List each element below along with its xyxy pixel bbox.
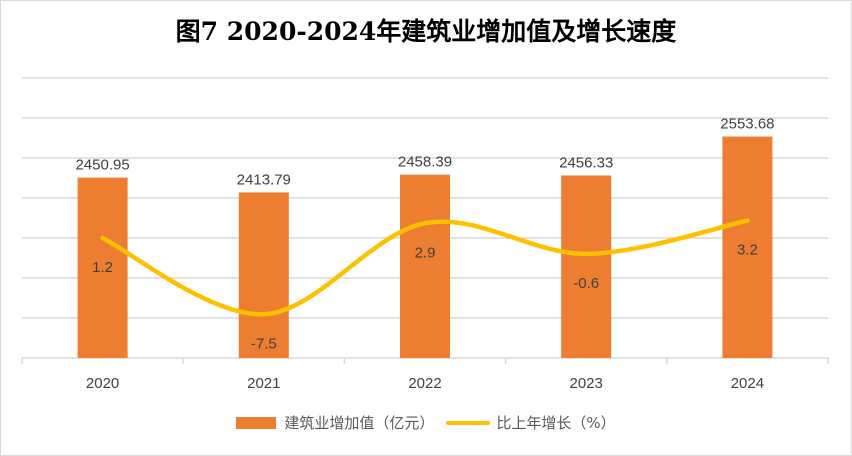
category-label: 2022 — [408, 375, 441, 392]
line-value-label: -0.6 — [573, 275, 599, 292]
category-label: 2024 — [731, 375, 764, 392]
line-value-label: 1.2 — [92, 259, 113, 276]
bar-2022 — [400, 174, 450, 358]
bar-value-label: 2458.39 — [398, 154, 452, 171]
bar-2024 — [722, 136, 773, 358]
bar-2021 — [238, 192, 289, 358]
bar-value-label: 2450.95 — [75, 157, 129, 174]
legend-swatch-line — [446, 420, 491, 425]
bar-value-label: 2456.33 — [559, 154, 613, 171]
category-label: 2023 — [570, 375, 603, 392]
bar-value-label: 2413.79 — [237, 171, 291, 188]
bar-2023 — [561, 175, 612, 358]
line-value-label: 3.2 — [737, 242, 758, 259]
line-value-label: 2.9 — [415, 244, 436, 261]
growth-line — [100, 218, 750, 317]
legend-label-line: 比上年增长（%） — [496, 414, 616, 432]
line-value-label: -7.5 — [251, 335, 277, 352]
bar-value-label: 2553.68 — [720, 116, 774, 133]
legend-swatch-bar — [236, 416, 277, 429]
chart-title: 图7 2020-2024年建筑业增加值及增长速度 — [175, 17, 677, 46]
category-label: 2021 — [247, 375, 280, 392]
bar-2020 — [77, 177, 128, 358]
legend: 建筑业增加值（亿元） 比上年增长（%） — [0, 412, 852, 433]
category-label: 2020 — [86, 375, 119, 392]
legend-label-bar: 建筑业增加值（亿元） — [284, 414, 435, 432]
